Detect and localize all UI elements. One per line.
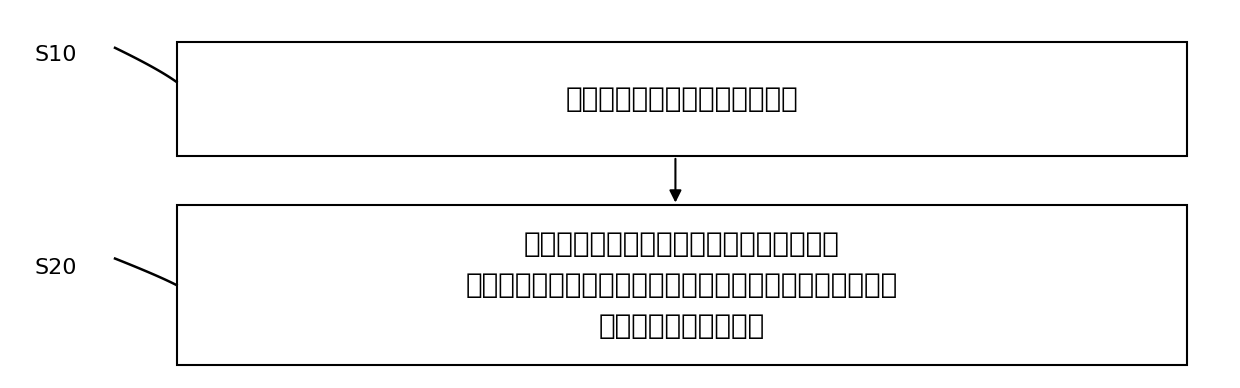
Text: S10: S10 xyxy=(35,45,77,66)
Bar xyxy=(176,205,1187,365)
Bar xyxy=(176,42,1187,156)
Text: 获取心律检测器采集的心电信号: 获取心律检测器采集的心电信号 xyxy=(565,85,799,113)
Text: S20: S20 xyxy=(35,258,77,278)
Text: 确定所述心电信号不是所述目标对象的心电
信号，输出报警提示信息，其中，所述目标对象为所述心律
检测器当前关联的用户: 确定所述心电信号不是所述目标对象的心电 信号，输出报警提示信息，其中，所述目标对… xyxy=(465,230,898,340)
